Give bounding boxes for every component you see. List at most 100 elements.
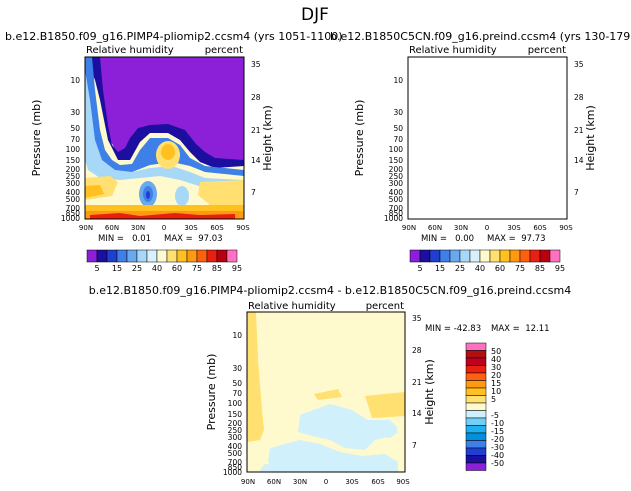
panel-a-subtitle-right: percent	[205, 45, 243, 56]
panel-c-xtick: 0	[324, 478, 328, 486]
panel-a-ytick: 200	[66, 165, 81, 174]
panel-c-yticks: 10 30 50 70 100 150 200 250 300 400 500 …	[223, 331, 242, 477]
colorbar-main-b-label: 85	[535, 264, 545, 273]
panel-b-ytick: 70	[393, 135, 403, 144]
page-title: DJF	[301, 5, 329, 25]
colorbar-main-b-label: 40	[475, 264, 485, 273]
panel-a-y2tick: 14	[251, 156, 261, 165]
panel-c-max: MAX = 12.11	[491, 324, 550, 334]
panel-c-ytick: 100	[228, 399, 243, 408]
colorbar-swatch	[465, 387, 487, 396]
colorbar-main-label: 95	[232, 264, 242, 273]
colorbar-swatch	[196, 249, 208, 263]
panel-c-ylabel-right: Height (km)	[423, 359, 436, 425]
colorbar-swatch	[479, 249, 491, 263]
colorbar-diff-label: 50	[491, 347, 501, 356]
colorbar-main-b-label: 5	[417, 264, 422, 273]
colorbar-swatch	[226, 249, 238, 263]
panel-c-subtitle-left: Relative humidity	[248, 301, 336, 312]
colorbar-swatch	[465, 462, 487, 471]
colorbar-swatch	[449, 249, 461, 263]
colorbar-swatch	[465, 417, 487, 426]
colorbar-diff-label: -30	[491, 443, 504, 452]
colorbar-diff-label: 15	[491, 379, 501, 388]
panel-a-y2tick: 21	[251, 126, 261, 135]
panel-a-ytick: 700	[66, 204, 81, 213]
colorbar-main-b-label: 25	[455, 264, 465, 273]
panel-c-ytick: 30	[232, 364, 242, 373]
colorbar-diff-label: -50	[491, 459, 504, 468]
panel-c-xtick: 90S	[396, 478, 410, 486]
panel-c-xtick: 30S	[345, 478, 359, 486]
colorbar-diff-label: -10	[491, 419, 504, 428]
colorbar-swatch	[465, 372, 487, 381]
panel-b-xtick: 0	[485, 224, 489, 232]
panel-a-ytick: 30	[70, 108, 80, 117]
panel-c: b.e12.B1850.f09_g16.PIMP4-pliomip2.ccsm4…	[89, 284, 571, 486]
panel-b-xtick: 60S	[533, 224, 547, 232]
panel-c-field	[247, 312, 405, 472]
panel-a-y2tick: 28	[251, 93, 261, 102]
panel-b-ytick: 300	[389, 179, 404, 188]
panel-c-ytick: 70	[232, 389, 242, 398]
panel-b-y2ticks: 35 28 21 14 7	[574, 60, 584, 197]
panel-b-min: MIN = 0.00	[421, 234, 474, 244]
colorbar-swatch	[465, 440, 487, 449]
colorbar-swatch	[529, 249, 541, 263]
colorbar-main-b-label: 95	[555, 264, 565, 273]
panel-b-subtitle-left: Relative humidity	[409, 45, 497, 56]
colorbar-swatch	[465, 410, 487, 419]
panel-a-ytick: 300	[66, 179, 81, 188]
colorbar-swatch	[465, 380, 487, 389]
panel-c-ytick: 700	[228, 458, 243, 467]
colorbar-swatch	[465, 365, 487, 374]
panel-a-ylabel: Pressure (mb)	[30, 100, 43, 177]
colorbar-swatch	[539, 249, 551, 263]
colorbar-diff-label: 20	[491, 371, 501, 380]
panel-c-xtick: 60N	[267, 478, 281, 486]
panel-a-xtick: 60S	[210, 224, 224, 232]
panel-c-y2tick: 28	[412, 346, 422, 355]
colorbar-main-label: 25	[132, 264, 142, 273]
panel-a-ylabel-right: Height (km)	[261, 105, 274, 171]
colorbar-diff-labels: 50 40 30 20 15 10 5 -5 -10 -15 -20 -30 -…	[491, 347, 504, 468]
panel-b-ytick: 200	[389, 165, 404, 174]
panel-b-y2tick: 14	[574, 156, 584, 165]
panel-b-subtitle-right: percent	[528, 45, 566, 56]
panel-b-y2tick: 21	[574, 126, 584, 135]
colorbar-main-label: 15	[112, 264, 122, 273]
panel-a-y2tick: 35	[251, 60, 261, 69]
panel-a-ytick: 50	[70, 124, 80, 133]
panel-c-ytick: 250	[228, 426, 243, 435]
colorbar-swatch	[549, 249, 561, 263]
panel-c-xtick: 60S	[371, 478, 385, 486]
colorbar-swatch	[465, 395, 487, 404]
panel-b-ytick: 700	[389, 204, 404, 213]
colorbar-main-b-label: 60	[495, 264, 505, 273]
colorbar-main-label: 60	[172, 264, 182, 273]
panel-a-xtick: 30S	[184, 224, 198, 232]
colorbar-swatch	[509, 249, 521, 263]
colorbar-swatch	[126, 249, 138, 263]
colorbar-swatch	[429, 249, 441, 263]
panel-c-y2tick: 35	[412, 314, 422, 323]
panel-a-xtick: 90S	[236, 224, 250, 232]
colorbar-swatch	[166, 249, 178, 263]
panel-a-ytick: 100	[66, 145, 81, 154]
panel-a-xtick: 30N	[131, 224, 145, 232]
panel-b-y2tick: 35	[574, 60, 584, 69]
panel-c-y2tick: 21	[412, 378, 422, 387]
panel-c-subtitle-right: percent	[366, 301, 404, 312]
panel-c-xtick: 30N	[293, 478, 307, 486]
panel-b-ytick: 150	[389, 156, 404, 165]
panel-a-yticks: 10 30 50 70 100 150 200 250 300 400 500 …	[61, 76, 80, 223]
colorbar-swatch	[176, 249, 188, 263]
panel-a: b.e12.B1850.f09_g16.PIMP4-pliomip2.ccsm4…	[5, 30, 343, 244]
panel-b-ytick: 850	[389, 209, 404, 218]
colorbar-swatch	[465, 402, 487, 411]
panel-c-ylabel: Pressure (mb)	[205, 354, 218, 431]
panel-a-ytick: 850	[66, 209, 81, 218]
panel-b-ytick: 100	[389, 145, 404, 154]
colorbar-diff-label: 10	[491, 387, 501, 396]
